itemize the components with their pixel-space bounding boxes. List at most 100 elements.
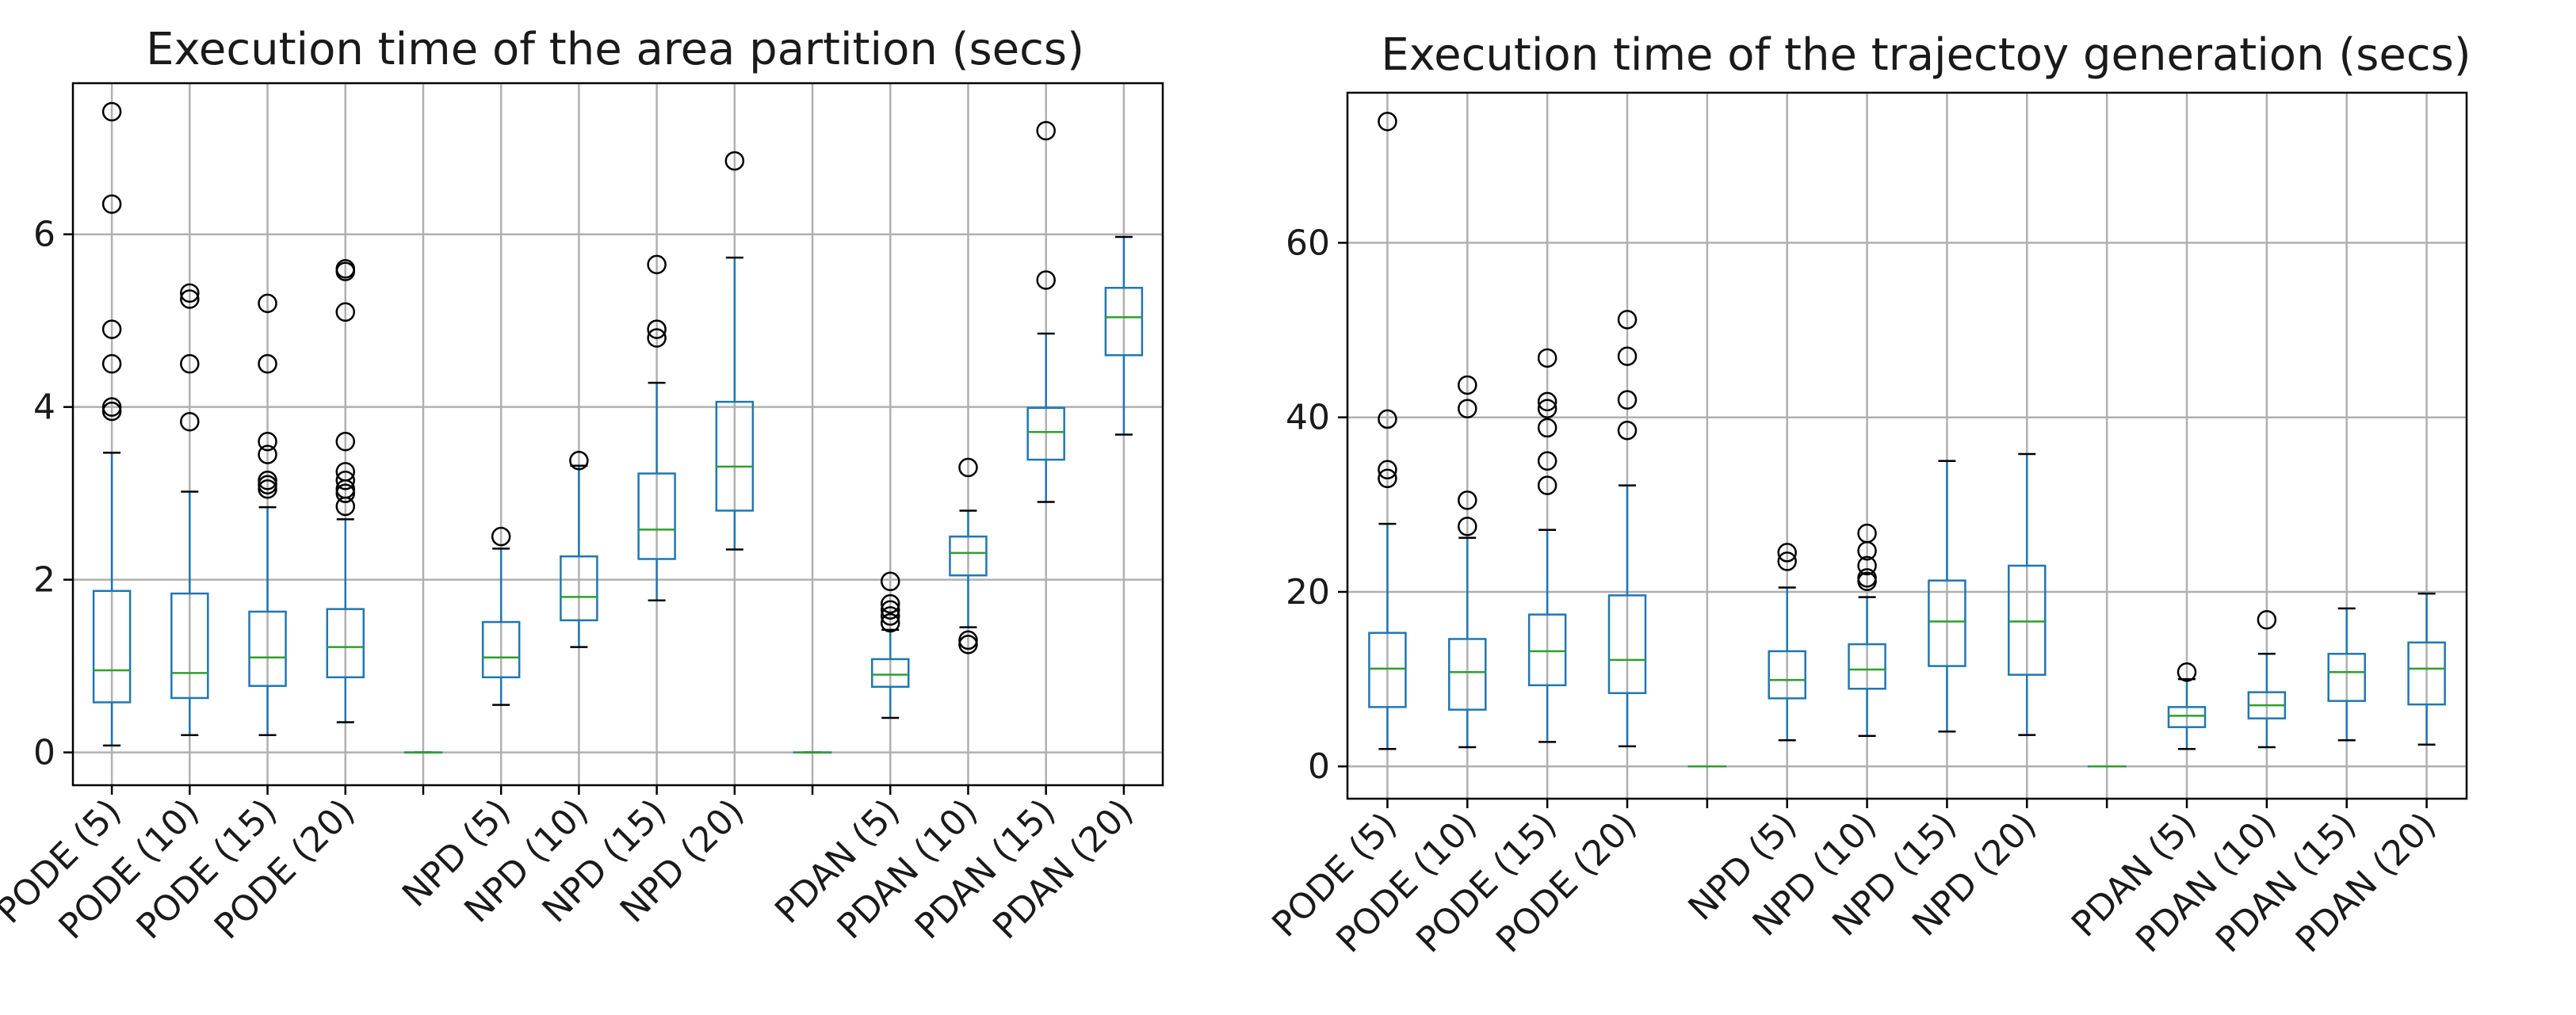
box [481, 620, 521, 679]
box-group [170, 283, 209, 737]
outlier-point [258, 293, 277, 314]
outlier-point [1617, 346, 1638, 366]
outlier-point [1617, 390, 1638, 410]
box [1448, 638, 1487, 711]
outlier-point [1537, 475, 1557, 495]
box-group [1104, 235, 1144, 436]
outlier-point [1458, 490, 1477, 510]
box-group [326, 259, 365, 723]
outlier-point [258, 445, 277, 464]
outlier-point [491, 526, 511, 547]
outlier-point [647, 328, 667, 348]
box [715, 400, 755, 512]
y-tick-label: 20 [1286, 572, 1330, 612]
outlier-point [1378, 112, 1397, 132]
y-tick-label: 0 [1308, 746, 1330, 787]
outlier-point [258, 353, 277, 374]
box-group [1928, 460, 1966, 733]
box [1527, 613, 1567, 687]
box-group [2407, 592, 2446, 746]
outlier-point [101, 401, 122, 422]
outlier-point [881, 571, 900, 592]
box-group [637, 254, 676, 602]
box-group [1448, 375, 1487, 749]
outlier-point [1458, 517, 1477, 536]
outlier-point [1617, 310, 1638, 330]
box [1768, 650, 1806, 700]
outlier-point [335, 471, 355, 490]
box [248, 610, 287, 687]
outlier-point [258, 475, 277, 495]
outlier-point [2257, 609, 2277, 630]
box-group [92, 101, 132, 747]
box [1848, 643, 1886, 690]
box-group [1607, 310, 1647, 748]
outlier-point [101, 101, 122, 122]
plot-frame [1346, 91, 2468, 800]
box [1104, 287, 1144, 357]
box [637, 472, 676, 560]
box-group [481, 526, 521, 706]
box-group [560, 450, 598, 648]
outlier-point [958, 630, 978, 651]
outlier-point [881, 593, 900, 614]
outlier-point [881, 600, 900, 620]
outlier-point [101, 319, 122, 339]
box-group [1848, 523, 1886, 737]
y-tick-label: 4 [33, 387, 55, 428]
outlier-point [335, 462, 355, 482]
box-group [1527, 348, 1567, 743]
outlier-point [1378, 460, 1397, 480]
box-group [1026, 120, 1065, 503]
box [949, 535, 988, 577]
box-group [1768, 543, 1806, 742]
outlier-point [647, 254, 667, 275]
outlier-point [1036, 120, 1056, 141]
box [2327, 652, 2366, 702]
outlier-point [1537, 391, 1557, 412]
outlier-point [258, 471, 277, 490]
box [871, 658, 910, 689]
outlier-point [180, 411, 200, 432]
outlier-point [335, 483, 355, 503]
y-tick-label: 2 [33, 560, 55, 601]
outlier-point [1617, 420, 1638, 441]
outlier-point [881, 612, 900, 633]
box-group [871, 571, 910, 719]
chart-title: Execution time of the trajectoy generati… [1381, 29, 2471, 81]
box-group [1368, 112, 1407, 750]
outlier-point [180, 283, 200, 303]
box-group [2327, 607, 2366, 742]
area-partition-panel: Execution time of the area partition (se… [0, 24, 1164, 947]
outlier-point [1857, 555, 1877, 576]
box [2407, 641, 2446, 706]
outlier-point [881, 606, 900, 626]
outlier-point [1777, 543, 1797, 563]
box-group [715, 151, 755, 551]
box [326, 608, 365, 679]
outlier-point [180, 289, 200, 309]
box [2008, 564, 2047, 676]
y-tick-label: 60 [1286, 223, 1330, 263]
outlier-point [335, 302, 355, 322]
outlier-point [1458, 375, 1477, 395]
outlier-point [1036, 270, 1056, 290]
outlier-point [647, 319, 667, 339]
outlier-point [1537, 418, 1557, 438]
box [92, 590, 132, 704]
box [170, 592, 209, 700]
box-group [2247, 609, 2287, 749]
box-group [248, 293, 287, 737]
outlier-point [101, 194, 122, 214]
box [1026, 406, 1065, 461]
outlier-point [335, 259, 355, 279]
y-tick-label: 6 [33, 215, 55, 255]
box-group [2008, 452, 2047, 736]
box-group [949, 457, 988, 654]
box [1928, 579, 1966, 667]
outlier-point [569, 450, 589, 471]
outlier-point [958, 457, 978, 478]
outlier-point [1857, 568, 1877, 588]
outlier-point [1537, 451, 1557, 471]
